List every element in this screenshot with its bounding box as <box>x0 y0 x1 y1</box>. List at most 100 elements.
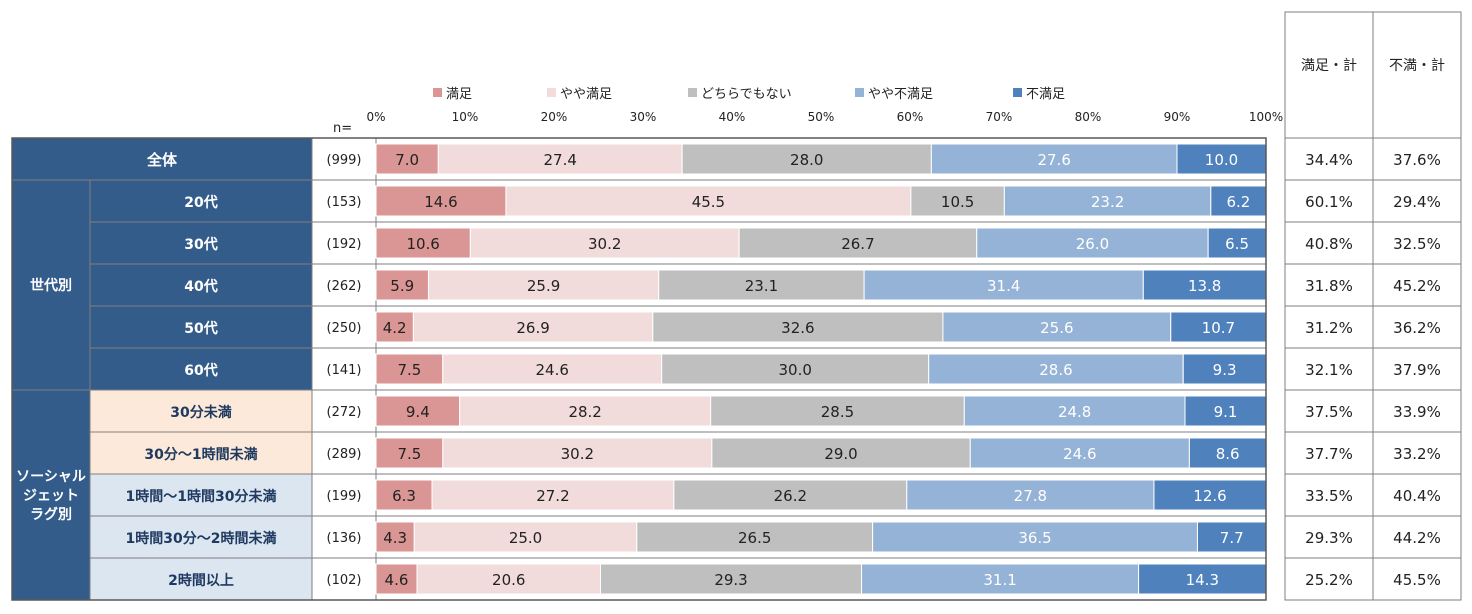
row-label: 1時間～1時間30分未満 <box>126 488 277 505</box>
group-label-cell <box>11 389 91 601</box>
bar-segment <box>942 311 1172 343</box>
summary-header: 不満・計 <box>1389 58 1445 74</box>
bar-segment <box>375 311 414 343</box>
bar-value-label: 25.0 <box>509 529 542 547</box>
n-cell <box>311 179 377 223</box>
x-tick-label: 80% <box>1075 110 1102 124</box>
bar-value-label: 10.0 <box>1205 151 1238 169</box>
bar-segment <box>375 353 444 385</box>
bar-segment <box>906 479 1155 511</box>
summary-value: 29.3% <box>1305 529 1353 547</box>
bar-segment <box>963 395 1186 427</box>
bar-segment <box>928 353 1184 385</box>
n-value: (102) <box>327 573 362 588</box>
row-label: 60代 <box>184 362 217 379</box>
legend-swatch <box>433 88 442 97</box>
summary-table: 満足・計 不満・計 34.4% 37.6% 60.1% 29.4% 40.8% 32.5% 31… <box>1284 11 1462 601</box>
bar-value-label: 27.6 <box>1037 151 1070 169</box>
bar-segment <box>710 395 965 427</box>
bar-value-label: 6.2 <box>1226 193 1250 211</box>
legend-label: どちらでもない <box>701 87 792 102</box>
bar-segment <box>1170 311 1267 343</box>
bar-value-label: 9.1 <box>1214 403 1238 421</box>
summary-value: 32.1% <box>1305 361 1353 379</box>
summary-value: 31.2% <box>1305 319 1353 337</box>
bar-segment <box>681 143 932 175</box>
bar-value-label: 24.8 <box>1058 403 1091 421</box>
bar-value-label: 27.8 <box>1014 487 1047 505</box>
bar-value-label: 28.0 <box>790 151 823 169</box>
summary-header: 満足・計 <box>1301 58 1357 74</box>
n-value: (262) <box>327 279 362 294</box>
n-value: (153) <box>327 195 362 210</box>
bar-value-label: 26.5 <box>738 529 771 547</box>
bar-value-label: 4.3 <box>383 529 407 547</box>
legend-label: やや不満足 <box>868 87 933 102</box>
bar-segment <box>459 395 712 427</box>
group-label: 世代別 <box>30 277 72 294</box>
bar-value-label: 25.6 <box>1040 319 1073 337</box>
n-cell <box>311 221 377 265</box>
bar-segment <box>375 521 415 553</box>
bar-value-label: 8.6 <box>1216 445 1240 463</box>
row-label: 30分未満 <box>170 404 231 421</box>
n-cell <box>311 305 377 349</box>
bar-value-label: 27.2 <box>536 487 569 505</box>
overall-label-cell <box>11 137 313 181</box>
bar-segment <box>416 563 602 595</box>
x-tick-label: 50% <box>808 110 835 124</box>
n-cell <box>311 557 377 601</box>
bar-value-label: 4.2 <box>383 319 407 337</box>
summary-value: 34.4% <box>1305 151 1353 169</box>
bar-value-label: 7.0 <box>395 151 419 169</box>
n-value: (192) <box>327 237 362 252</box>
row-label-cell <box>89 557 313 601</box>
bar-value-label: 6.5 <box>1225 235 1249 253</box>
bar-segment <box>412 311 654 343</box>
bar-value-label: 10.5 <box>941 193 974 211</box>
summary-value: 33.2% <box>1393 445 1441 463</box>
bar-value-label: 12.6 <box>1193 487 1226 505</box>
bar-segment <box>872 521 1198 553</box>
bar-segment <box>469 227 740 259</box>
group-label: ジェット <box>23 488 79 504</box>
bar-value-label: 27.4 <box>544 151 577 169</box>
summary-value: 37.6% <box>1393 151 1441 169</box>
bar-value-label: 10.6 <box>406 235 439 253</box>
summary-value: 37.5% <box>1305 403 1353 421</box>
bar-value-label: 30.2 <box>588 235 621 253</box>
row-label-cell <box>89 221 313 265</box>
bar-segment <box>1196 521 1267 553</box>
summary-value: 60.1% <box>1305 193 1353 211</box>
n-cell <box>311 473 377 517</box>
n-value: (999) <box>327 153 362 168</box>
bar-value-label: 24.6 <box>536 361 569 379</box>
bar-segment <box>375 395 461 427</box>
legend-swatch <box>855 88 864 97</box>
bar-value-label: 26.0 <box>1076 235 1109 253</box>
row-label-cell <box>89 347 313 391</box>
bar-value-label: 25.9 <box>527 277 560 295</box>
bar-segment <box>1182 353 1267 385</box>
x-tick-label: 10% <box>452 110 479 124</box>
bar-segment <box>910 185 1005 217</box>
bar-value-label: 4.6 <box>385 571 409 589</box>
row-label-cell <box>89 263 313 307</box>
bar-value-label: 26.7 <box>841 235 874 253</box>
bar-segment <box>661 353 930 385</box>
bar-value-label: 9.3 <box>1213 361 1237 379</box>
bar-segment <box>930 143 1178 175</box>
summary-value: 36.2% <box>1393 319 1441 337</box>
summary-value: 40.8% <box>1305 235 1353 253</box>
x-tick-label: 0% <box>366 110 385 124</box>
row-label: 30代 <box>184 236 217 253</box>
bar-segment <box>375 437 444 469</box>
legend-swatch <box>688 88 697 97</box>
x-tick-label: 100% <box>1249 110 1283 124</box>
row-label-cell <box>89 431 313 475</box>
bar-segment <box>861 563 1140 595</box>
bar-value-label: 30.0 <box>778 361 811 379</box>
summary-value: 44.2% <box>1393 529 1441 547</box>
n-label: n= <box>333 121 352 136</box>
